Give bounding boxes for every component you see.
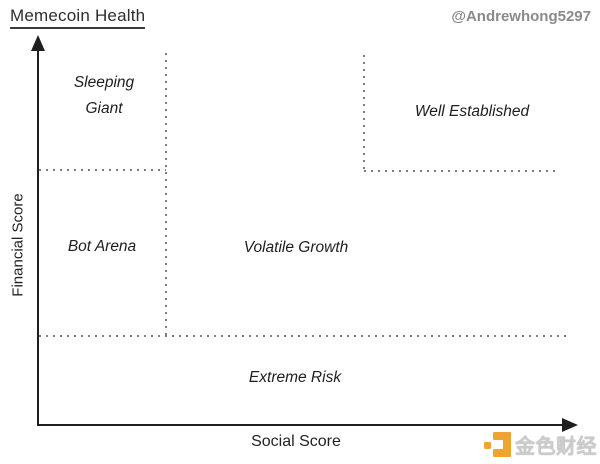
region-label-bot-arena: Bot Arena <box>67 238 137 255</box>
y-axis-line <box>37 44 39 426</box>
jinse-finance-logo-icon <box>484 431 511 458</box>
author-handle: @Andrewhong5297 <box>451 8 591 25</box>
boundary-vertical-left <box>165 53 167 335</box>
x-axis-arrow-icon <box>562 418 578 432</box>
boundary-horizontal-bottom <box>39 335 571 337</box>
region-label-sleeping-giant: Sleeping Giant <box>73 74 135 117</box>
boundary-horizontal-left <box>39 169 166 171</box>
y-axis-arrow-icon <box>31 35 45 51</box>
page-title: Memecoin Health <box>10 6 146 29</box>
y-axis-label: Financial Score <box>9 193 27 297</box>
x-axis-line <box>38 424 568 426</box>
boundary-vertical-right <box>363 55 365 170</box>
boundary-horizontal-right <box>364 170 558 172</box>
x-axis-label: Social Score <box>251 433 341 450</box>
region-label-well-established: Well Established <box>414 103 530 120</box>
watermark-text: 金色财经 <box>515 436 597 458</box>
region-label-extreme-risk: Extreme Risk <box>248 369 342 386</box>
watermark: 金色财经 <box>484 430 597 459</box>
region-label-volatile-growth: Volatile Growth <box>243 239 349 256</box>
